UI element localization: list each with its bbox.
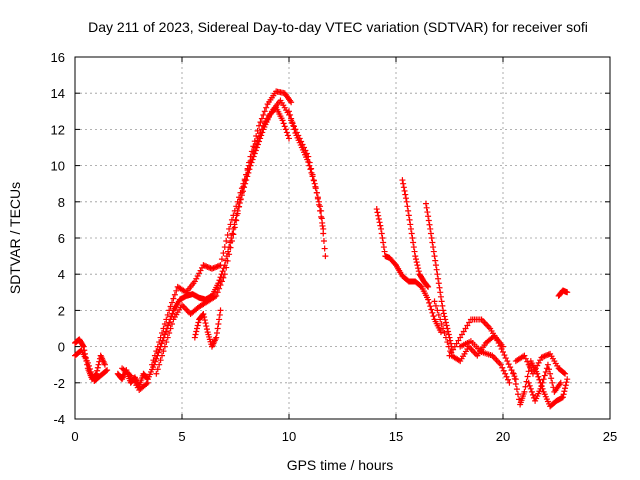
- y-tick-label: 4: [58, 267, 65, 282]
- series-markers: [286, 108, 329, 260]
- y-tick-label: -4: [53, 412, 65, 427]
- series-end-2: [512, 350, 569, 377]
- y-tick-label: 14: [51, 86, 65, 101]
- series-markers: [457, 338, 513, 386]
- series-markers: [191, 307, 224, 350]
- y-tick-label: 8: [58, 195, 65, 210]
- series-markers: [555, 287, 571, 299]
- series-end-3: [525, 361, 564, 404]
- chart-title: Day 211 of 2023, Sidereal Day-to-day VTE…: [88, 19, 588, 35]
- series-markers: [119, 365, 151, 394]
- series-markers: [422, 200, 455, 350]
- series-dip: [191, 307, 224, 350]
- y-tick-label: 10: [51, 159, 65, 174]
- series-fall-1: [286, 108, 329, 260]
- x-tick-label: 0: [71, 429, 78, 444]
- series-rise-3: [153, 88, 295, 377]
- y-tick-label: 0: [58, 340, 65, 355]
- grid-lines: [75, 57, 610, 419]
- data-points: [72, 88, 571, 410]
- series-track-d: [119, 365, 151, 394]
- series-late-2: [399, 177, 432, 290]
- y-tick-label: 12: [51, 122, 65, 137]
- series-late-3: [422, 200, 455, 350]
- axis-ticks: 0 5 10 15 20 25 -4 -2 0 2 4 6 8 10 12 14 16: [51, 50, 618, 444]
- series-late-6: [457, 338, 513, 386]
- series-end-4: [555, 287, 571, 299]
- x-tick-label: 10: [282, 429, 296, 444]
- series-markers: [510, 358, 571, 410]
- series-track-b: [72, 347, 111, 384]
- series-markers: [399, 177, 432, 290]
- series-end-1: [510, 358, 571, 410]
- series-late-5: [446, 316, 519, 383]
- series-markers: [72, 347, 111, 384]
- y-tick-label: 2: [58, 303, 65, 318]
- y-axis-label: SDTVAR / TECUs: [7, 182, 23, 294]
- series-markers: [446, 316, 519, 383]
- series-late-1: [373, 206, 444, 336]
- series-markers: [288, 117, 327, 232]
- series-markers: [373, 206, 444, 336]
- series-fall-2: [288, 117, 327, 232]
- series-markers: [525, 361, 564, 404]
- series-rise-2: [149, 97, 292, 368]
- x-tick-label: 25: [603, 429, 617, 444]
- x-tick-label: 20: [496, 429, 510, 444]
- series-markers: [149, 97, 292, 368]
- x-axis-label: GPS time / hours: [287, 457, 394, 473]
- y-tick-label: 16: [51, 50, 65, 65]
- x-tick-label: 15: [389, 429, 403, 444]
- x-tick-label: 5: [178, 429, 185, 444]
- series-markers: [512, 350, 569, 377]
- series-markers: [153, 88, 295, 377]
- y-tick-label: -2: [53, 376, 65, 391]
- y-tick-label: 6: [58, 231, 65, 246]
